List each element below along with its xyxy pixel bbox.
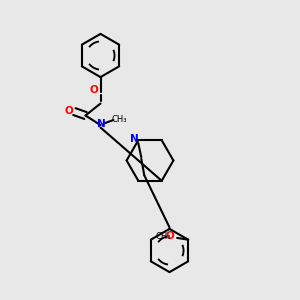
Text: CH₃: CH₃ xyxy=(156,232,171,241)
Text: O: O xyxy=(89,85,98,95)
Text: O: O xyxy=(166,231,175,242)
Text: N: N xyxy=(130,134,139,144)
Text: O: O xyxy=(64,106,74,116)
Text: N: N xyxy=(97,118,106,129)
Text: CH₃: CH₃ xyxy=(111,115,127,124)
